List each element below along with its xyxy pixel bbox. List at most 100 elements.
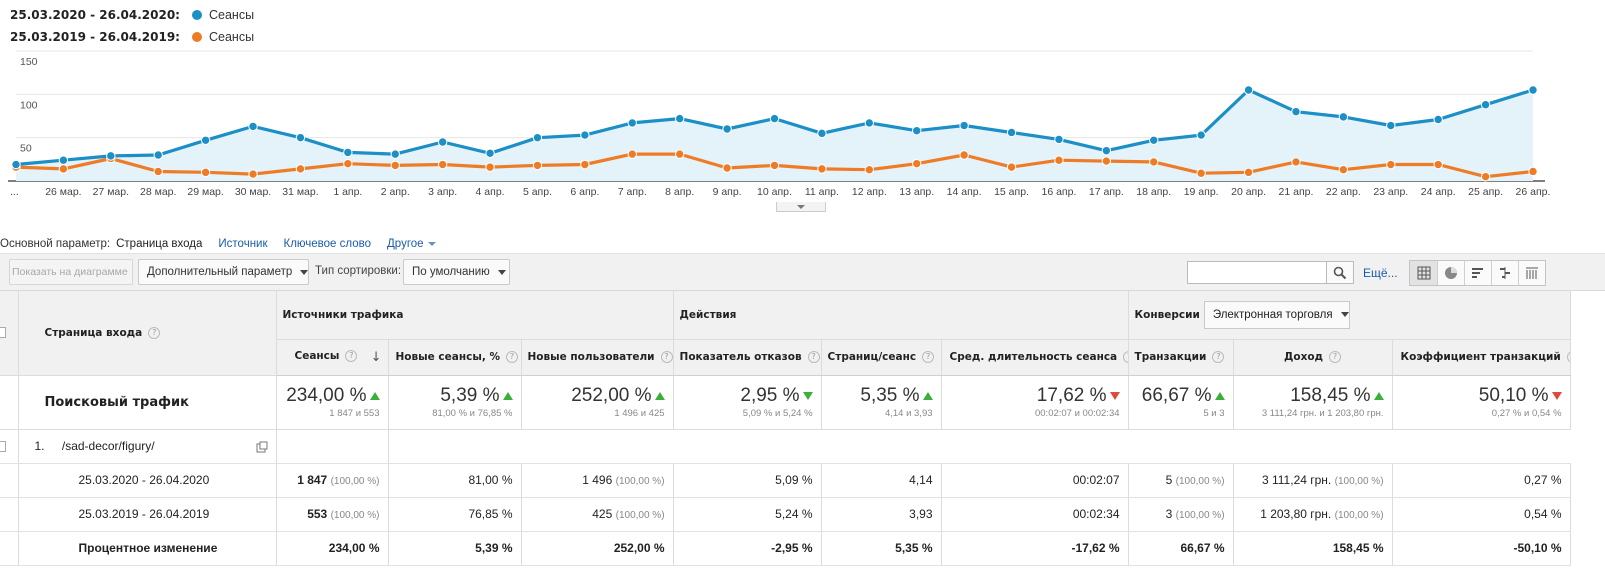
header-sessions[interactable]: Сеансы? ↓	[276, 339, 389, 376]
x-tick-label: 19 апр.	[1184, 186, 1219, 198]
table-view-switcher	[1409, 260, 1546, 286]
x-tick-label: 13 апр.	[899, 186, 934, 198]
dimension-other-dropdown[interactable]: Другое	[387, 238, 436, 250]
help-icon[interactable]: ?	[506, 351, 518, 363]
help-icon[interactable]: ?	[807, 351, 820, 363]
data-point	[1480, 171, 1491, 182]
cell-avg-duration: -17,62 %	[941, 531, 1129, 566]
plot-rows-button[interactable]: Показать на диаграмме	[9, 259, 133, 285]
data-point	[390, 160, 400, 171]
data-point	[1006, 162, 1017, 172]
data-point	[343, 147, 353, 158]
sessions-line-chart: 150 100 50... 26 мар. 27 мар. 28 мар. 29 мар. 3…	[8, 50, 1550, 198]
dimension-source[interactable]: Источник	[218, 238, 268, 250]
data-point	[864, 165, 875, 175]
header-new-sessions[interactable]: Новые сеансы, %?	[388, 339, 522, 376]
cell-value: 553	[307, 507, 328, 521]
header-new-users[interactable]: Новые пользователи?	[521, 339, 674, 376]
sort-descending-icon[interactable]: ↓	[370, 349, 382, 365]
header-bounce-rate[interactable]: Показатель отказов?	[673, 339, 822, 376]
view-pivot-button[interactable]	[1518, 261, 1545, 285]
header-sessions-label: Сеансы	[294, 349, 340, 362]
data-point	[1528, 166, 1538, 177]
total-value-text: 5,39 %	[440, 385, 500, 406]
help-icon[interactable]: ?	[1566, 351, 1570, 363]
header-conversion-rate[interactable]: Коэффициент транзакций?	[1392, 339, 1571, 376]
data-point	[1338, 165, 1349, 175]
x-tick-label: 25 апр.	[1468, 186, 1503, 198]
cell-bounce-rate: 5,09 %	[673, 463, 822, 498]
data-point	[1433, 114, 1443, 125]
data-point	[58, 164, 69, 174]
row-checkbox[interactable]	[0, 441, 6, 453]
dimension-keyword[interactable]: Ключевое слово	[283, 238, 372, 250]
cell-pages-per-session: 5,35 %	[821, 531, 942, 566]
comparison-icon	[1500, 267, 1510, 279]
total-cell: 234,00 % 1 847 и 553	[276, 375, 389, 430]
x-tick-label: 20 апр.	[1231, 186, 1266, 198]
data-point	[58, 155, 69, 165]
help-icon[interactable]: ?	[148, 326, 161, 339]
row-index: 1.	[34, 439, 45, 453]
view-table-button[interactable]	[1410, 261, 1437, 285]
x-tick-label: 26 мар.	[45, 186, 81, 198]
cell-share: (100,00 %)	[330, 510, 380, 521]
open-link-icon[interactable]	[256, 441, 268, 453]
view-performance-button[interactable]	[1464, 261, 1491, 285]
x-tick-label: 29 мар.	[187, 186, 223, 198]
data-point	[1243, 167, 1254, 178]
table-search-input[interactable]	[1187, 261, 1327, 284]
conversion-type-dropdown[interactable]: Электронная торговля	[1203, 300, 1350, 329]
search-button[interactable]	[1326, 261, 1354, 284]
x-tick-label: 8 апр.	[665, 186, 694, 198]
view-comparison-button[interactable]	[1491, 261, 1518, 285]
row-change-label: Процентное изменение	[18, 531, 277, 566]
help-icon[interactable]: ?	[660, 351, 673, 363]
x-tick-label: 12 апр.	[852, 186, 887, 198]
table-row-period-previous: 25.03.2019 - 26.04.2019 553 (100,00 %) 7…	[0, 497, 1571, 532]
header-bounce-rate-label: Показатель отказов	[679, 351, 802, 363]
data-point	[1101, 156, 1112, 166]
cell-sessions: 234,00 %	[276, 531, 389, 566]
header-revenue[interactable]: Доход?	[1233, 339, 1393, 376]
legend-row-previous: 25.03.2019 - 26.04.2019: Сеансы	[10, 26, 254, 48]
help-icon[interactable]: ?	[345, 349, 358, 362]
data-point	[1480, 100, 1491, 110]
dimension-landing-page[interactable]: Страница входа	[116, 238, 203, 250]
cell-value: 1 496	[582, 473, 613, 487]
help-icon[interactable]: ?	[922, 351, 935, 363]
cell-share: (100,00 %)	[330, 476, 380, 487]
view-pie-button[interactable]	[1437, 261, 1464, 285]
data-point	[485, 162, 495, 172]
help-icon[interactable]: ?	[1212, 351, 1225, 363]
total-detail: 00:02:07 и 00:02:34	[1034, 408, 1120, 419]
data-point	[437, 137, 448, 147]
row-landing-page-link[interactable]: /sad-decor/figury/	[61, 439, 155, 453]
x-tick-label: 23 апр.	[1373, 186, 1408, 198]
row-period-label: 25.03.2020 - 26.04.2020	[18, 463, 277, 498]
header-avg-session-duration[interactable]: Сред. длительность сеанса?	[941, 339, 1129, 376]
data-point	[1101, 145, 1112, 156]
advanced-filter-link[interactable]: Ещё...	[1363, 266, 1398, 280]
chart-resize-handle[interactable]	[776, 202, 826, 212]
data-point	[1386, 159, 1396, 170]
sort-type-dropdown[interactable]: По умолчанию	[403, 259, 510, 285]
cell-value: 3 111,24 грн.	[1261, 473, 1332, 487]
sort-type-value: По умолчанию	[412, 266, 490, 278]
cell-value: 1 847	[297, 473, 328, 487]
cell-avg-duration: 00:02:07	[941, 463, 1129, 498]
data-point	[153, 150, 163, 160]
data-point	[674, 149, 685, 159]
data-point	[200, 135, 211, 145]
total-value: 158,45 %	[1234, 385, 1384, 407]
select-all-checkbox[interactable]	[0, 327, 6, 339]
help-icon[interactable]: ?	[1123, 351, 1128, 363]
help-icon[interactable]: ?	[1329, 351, 1342, 363]
chart-legend: 25.03.2020 - 26.04.2020: Сеансы 25.03.20…	[10, 4, 254, 48]
header-landing-page[interactable]: Страница входа?	[18, 291, 277, 376]
total-cell: 66,67 % 5 и 3	[1128, 375, 1234, 430]
cell-bounce-rate: 5,24 %	[673, 497, 822, 532]
header-pages-per-session[interactable]: Страниц/сеанс?	[821, 339, 942, 376]
header-transactions[interactable]: Транзакции?	[1128, 339, 1234, 376]
secondary-dimension-dropdown[interactable]: Дополнительный параметр	[138, 259, 309, 285]
